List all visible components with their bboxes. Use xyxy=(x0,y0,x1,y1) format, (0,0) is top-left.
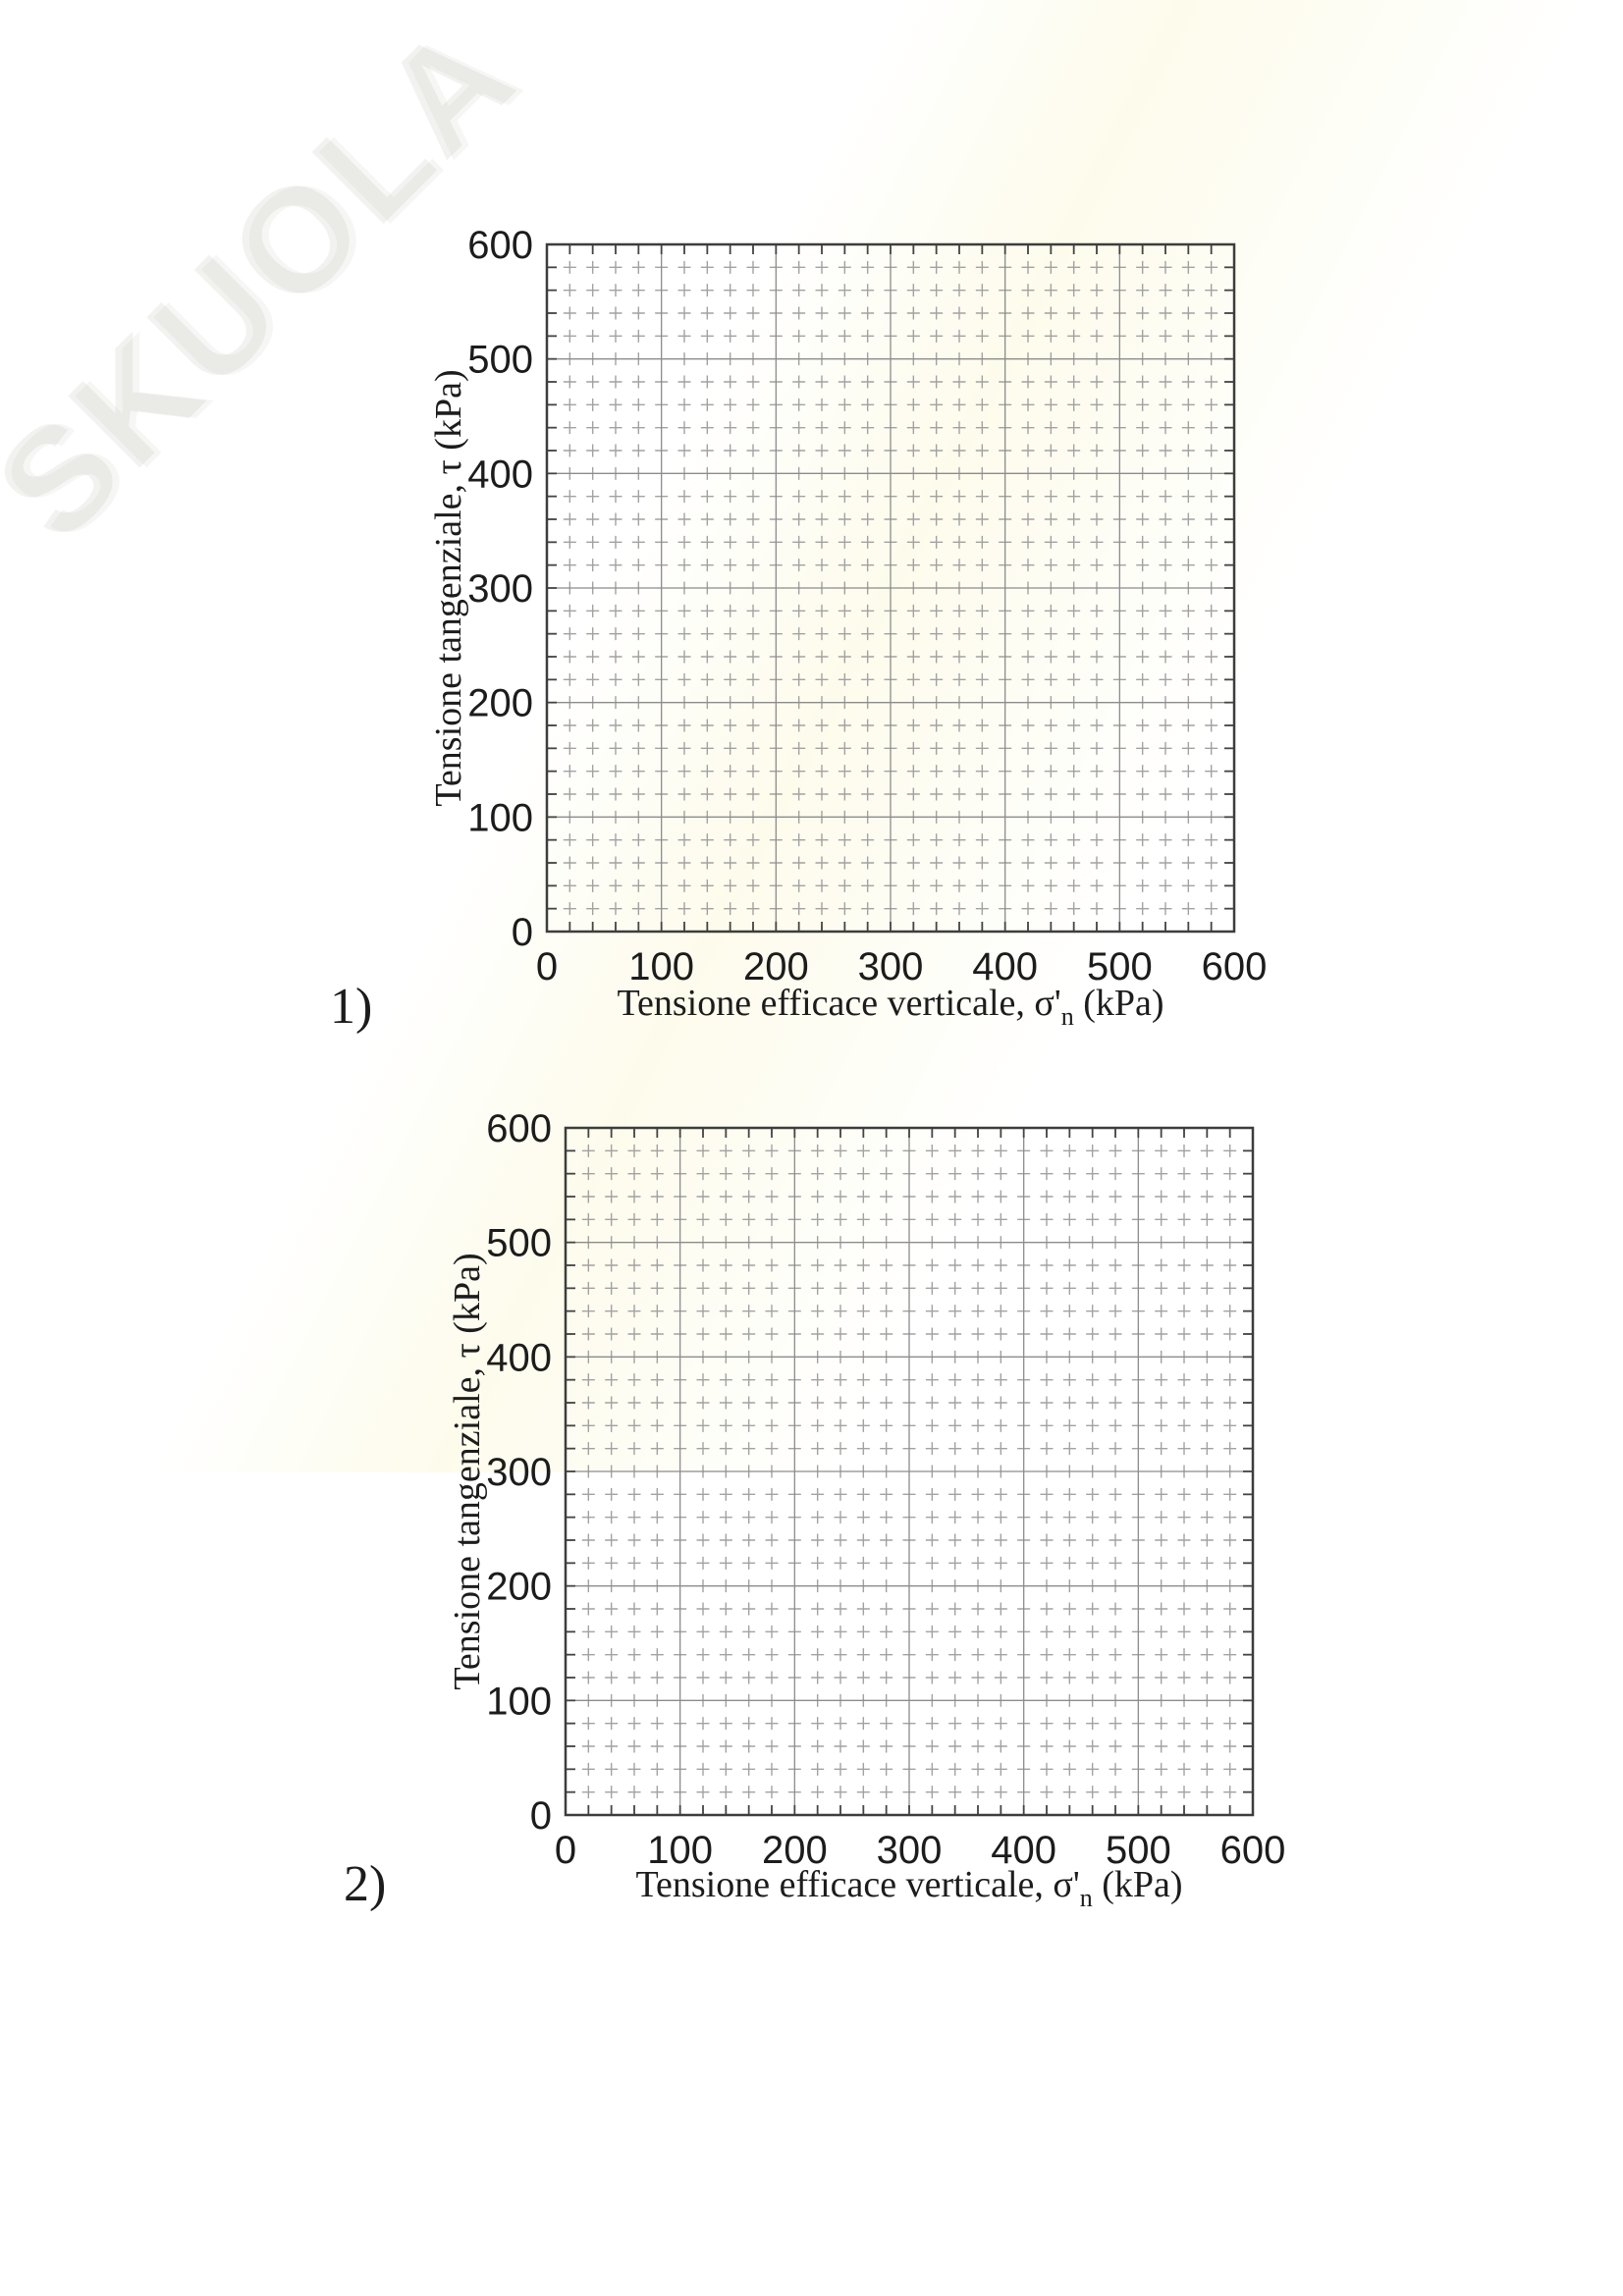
panel-label-2: 2) xyxy=(344,1856,387,1912)
x-axis-title-unit: (kPa) xyxy=(1073,983,1164,1024)
x-tick-label: 300 xyxy=(858,945,924,988)
plot-border xyxy=(564,1126,1255,1817)
x-axis-title-subscript: n xyxy=(1079,1884,1093,1912)
x-tick-label: 600 xyxy=(1202,945,1268,988)
y-tick-label: 400 xyxy=(486,1336,552,1379)
x-tick-label: 100 xyxy=(647,1829,713,1872)
x-axis-title-unit: (kPa) xyxy=(1092,1864,1183,1905)
y-tick-label: 200 xyxy=(467,682,533,725)
y-tick-label: 400 xyxy=(467,453,533,496)
y-tick-label: 0 xyxy=(512,911,533,954)
chart-grid-svg-1: 600 500 400 300 200 100 00 100 200 300 400 500 600 xyxy=(467,224,1268,988)
y-tick-label: 600 xyxy=(486,1107,552,1150)
x-tick-label: 600 xyxy=(1220,1829,1286,1872)
chart-grid-svg-2: 600 500 400 300 200 100 00 100 200 300 400 500 600 xyxy=(486,1107,1286,1872)
y-axis-title-2: Tensione tangenziale, τ (kPa) xyxy=(447,1253,488,1690)
x-tick-label: 400 xyxy=(972,945,1038,988)
x-axis-title-subscript: n xyxy=(1060,1002,1074,1031)
y-axis-title-1: Tensione tangenziale, τ (kPa) xyxy=(428,369,469,807)
panel-label-1: 1) xyxy=(330,979,373,1035)
x-axis-title-text: Tensione efficace verticale, σ' xyxy=(617,983,1061,1024)
y-tick-label: 600 xyxy=(467,224,533,267)
x-tick-label: 200 xyxy=(762,1829,828,1872)
y-tick-label: 500 xyxy=(467,339,533,382)
x-tick-label: 0 xyxy=(536,945,558,988)
x-tick-label: 200 xyxy=(743,945,809,988)
x-axis-title-2: Tensione efficace verticale, σ'n (kPa) xyxy=(566,1863,1253,1912)
y-tick-label: 100 xyxy=(486,1680,552,1723)
x-axis-title-text: Tensione efficace verticale, σ' xyxy=(635,1864,1080,1905)
x-tick-label: 500 xyxy=(1106,1829,1171,1872)
y-tick-label: 0 xyxy=(530,1794,552,1838)
x-tick-label: 400 xyxy=(991,1829,1056,1872)
y-tick-label: 300 xyxy=(486,1451,552,1494)
x-tick-label: 300 xyxy=(877,1829,943,1872)
y-tick-label: 100 xyxy=(467,796,533,839)
y-tick-label: 300 xyxy=(467,567,533,611)
y-tick-label: 500 xyxy=(486,1222,552,1265)
x-tick-label: 500 xyxy=(1087,945,1153,988)
x-axis-title-1: Tensione efficace verticale, σ'n (kPa) xyxy=(547,982,1234,1031)
plot-border xyxy=(545,242,1236,934)
y-tick-label: 200 xyxy=(486,1566,552,1609)
x-tick-label: 100 xyxy=(628,945,694,988)
x-tick-label: 0 xyxy=(555,1829,576,1872)
